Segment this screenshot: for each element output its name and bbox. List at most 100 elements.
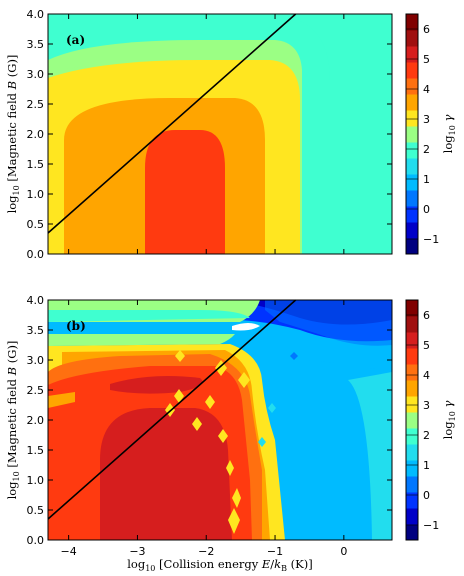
colorbar-segment — [406, 300, 418, 317]
panel-a-ylabel: log10 [Magnetic field B (G)] — [5, 55, 21, 214]
colorbar-tick-label: −1 — [423, 233, 439, 246]
colorbar-a: −1 0 1 2 3 4 5 6 — [405, 13, 439, 255]
colorbar-tick-label: 2 — [423, 143, 430, 156]
panel-b-contours — [48, 300, 392, 540]
y-tick-label: 2.5 — [27, 98, 45, 111]
y-tick-label: 0.5 — [27, 218, 45, 231]
y-tick-label: 2.5 — [27, 384, 45, 397]
y-tick-label: 4.0 — [27, 294, 45, 307]
colorbar-segment — [406, 174, 418, 191]
colorbar-segment — [406, 476, 418, 493]
y-tick-label: 2.0 — [27, 128, 45, 141]
colorbar-segment — [406, 412, 418, 429]
colorbar-segment — [406, 396, 418, 413]
colorbar-tick-label: 2 — [423, 429, 430, 442]
colorbar-segment — [406, 238, 418, 255]
colorbar-tick-label: 6 — [423, 309, 430, 322]
colorbar-tick-label: 6 — [423, 23, 430, 36]
panel-a-line — [47, 13, 297, 234]
colorbar-segment — [406, 78, 418, 95]
colorbar-segment — [406, 348, 418, 365]
colorbar-segment — [406, 460, 418, 477]
colorbar-tick-label: 4 — [423, 83, 430, 96]
artifact-yellow — [226, 460, 241, 534]
colorbar-segment — [406, 30, 418, 47]
panel-b-label: (b) — [66, 319, 86, 333]
contour-right-level-2 — [348, 372, 392, 540]
x-tick-label: −2 — [198, 545, 214, 558]
contour-level-4-5 — [145, 130, 225, 254]
x-tick-label: −4 — [61, 545, 77, 558]
y-tick-label: 1.5 — [27, 444, 45, 457]
colorbar-segment — [406, 126, 418, 143]
colorbar-tick-label: 5 — [423, 53, 430, 66]
artifact-blue — [290, 352, 298, 360]
panel-a-label: (a) — [66, 33, 85, 47]
panel-b: 0.0 0.5 1.0 1.5 2.0 2.5 3.0 3.5 4.0 −4 −3 −2 −1 0 (b)… — [5, 294, 393, 573]
contour-band-level-1-5 — [48, 322, 245, 334]
colorbar-segment — [406, 94, 418, 111]
y-tick-label: 0.5 — [27, 504, 45, 517]
contour-top-level-2 — [48, 310, 250, 322]
contour-level-0-5 — [265, 300, 392, 346]
contour-blob-level-5 — [110, 376, 203, 394]
panel-a-ticks: 0.0 0.5 1.0 1.5 2.0 2.5 3.0 3.5 4.0 — [27, 8, 392, 261]
colorbar-segment — [406, 364, 418, 381]
colorbar-segment — [406, 110, 418, 127]
x-tick-label: 0 — [340, 545, 347, 558]
panel-a-contours — [48, 14, 392, 254]
colorbar-b: −1 0 1 2 3 4 5 6 — [405, 299, 439, 541]
panel-b-ylabel: log10 [Magnetic field B (G)] — [5, 341, 21, 500]
colorbar-tick-label: 0 — [423, 203, 430, 216]
colorbar-segment — [406, 158, 418, 175]
y-tick-label: 3.5 — [27, 324, 45, 337]
colorbar-tick-label: −1 — [423, 519, 439, 532]
y-tick-label: 0.0 — [27, 534, 45, 547]
colorbar-segment — [406, 508, 418, 525]
colorbar-tick-label: 5 — [423, 339, 430, 352]
artifact-yellow-2 — [165, 350, 250, 443]
panel-b-ticks: 0.0 0.5 1.0 1.5 2.0 2.5 3.0 3.5 4.0 −4 −3 −2 −1 0 — [27, 294, 392, 558]
colorbar-segment — [406, 14, 418, 31]
y-tick-label: 1.0 — [27, 188, 45, 201]
colorbar-segment — [406, 222, 418, 239]
artifact-cyan — [258, 403, 276, 447]
y-tick-label: 1.5 — [27, 158, 45, 171]
y-tick-label: 2.0 — [27, 414, 45, 427]
y-tick-label: 4.0 — [27, 8, 45, 21]
y-tick-label: 0.0 — [27, 248, 45, 261]
colorbar-segment — [406, 524, 418, 541]
colorbar-b-label: log10 γ — [441, 401, 457, 440]
colorbar-tick-label: 4 — [423, 369, 430, 382]
panel-a: 0.0 0.5 1.0 1.5 2.0 2.5 3.0 3.5 4.0 (a) log10 [M… — [5, 8, 393, 261]
y-tick-label: 3.0 — [27, 68, 45, 81]
colorbar-a-label: log10 γ — [441, 115, 457, 154]
artifact-white — [232, 323, 260, 331]
panel-b-xlabel: log10 [Collision energy E/kB (K)] — [127, 557, 313, 573]
y-tick-label: 3.5 — [27, 38, 45, 51]
panel-b-line — [47, 299, 297, 520]
colorbar-segment — [406, 46, 418, 63]
colorbar-tick-label: 0 — [423, 489, 430, 502]
colorbar-segment — [406, 142, 418, 159]
colorbar-segment — [406, 332, 418, 349]
colorbar-segment — [406, 380, 418, 397]
x-tick-label: −3 — [129, 545, 145, 558]
colorbar-segment — [406, 316, 418, 333]
colorbar-tick-label: 1 — [423, 173, 430, 186]
colorbar-frame — [405, 13, 419, 255]
colorbar-segment — [406, 62, 418, 79]
colorbar-segment — [406, 190, 418, 207]
contour-level-5 — [100, 408, 232, 540]
colorbar-tick-label: 3 — [423, 399, 430, 412]
y-tick-label: 3.0 — [27, 354, 45, 367]
colorbar-tick-label: 3 — [423, 113, 430, 126]
colorbar-segment — [406, 428, 418, 445]
y-tick-label: 1.0 — [27, 474, 45, 487]
x-tick-label: −1 — [267, 545, 283, 558]
colorbar-segment — [406, 206, 418, 223]
colorbar-tick-label: 1 — [423, 459, 430, 472]
colorbar-segment — [406, 444, 418, 461]
colorbar-segment — [406, 492, 418, 509]
